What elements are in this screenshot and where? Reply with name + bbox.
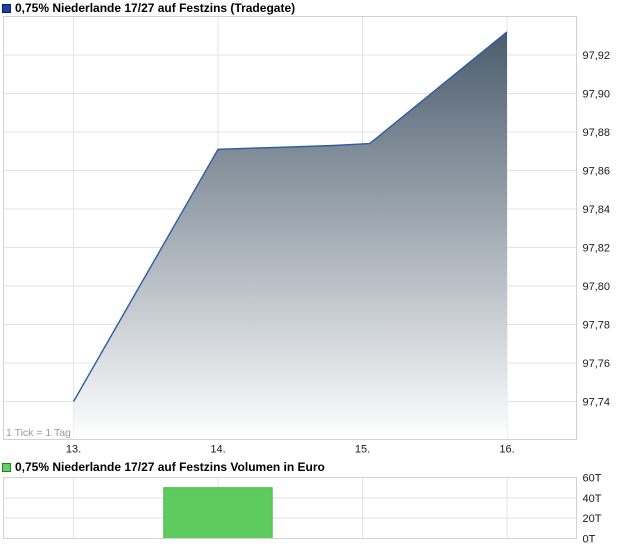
volume-ytick-label: 60T	[583, 473, 602, 485]
price-area-fill	[73, 31, 507, 440]
price-xtick-label: 16.	[499, 444, 514, 456]
price-chart-title-row: 0,75% Niederlande 17/27 auf Festzins (Tr…	[2, 1, 295, 15]
volume-plot-border	[3, 477, 577, 539]
price-ytick-label: 97,84	[583, 204, 611, 216]
price-xtick-label: 13.	[66, 444, 81, 456]
volume-ytick-label: 40T	[583, 493, 602, 505]
price-legend-swatch-icon	[2, 3, 11, 13]
volume-chart-title-row: 0,75% Niederlande 17/27 auf Festzins Vol…	[2, 460, 325, 474]
volume-legend-swatch-icon	[2, 462, 11, 472]
tick-note-label: 1 Tick = 1 Tag	[6, 427, 71, 439]
volume-chart-title: 0,75% Niederlande 17/27 auf Festzins Vol…	[15, 460, 325, 474]
volume-bar	[163, 487, 273, 540]
price-xtick-label: 15.	[355, 444, 370, 456]
price-ytick-label: 97,76	[583, 358, 611, 370]
price-ytick-label: 97,92	[583, 50, 611, 62]
price-ytick-label: 97,90	[583, 89, 611, 101]
price-plot-border	[3, 16, 577, 440]
volume-ytick-label: 0T	[583, 534, 596, 546]
price-ytick-label: 97,74	[583, 397, 611, 409]
price-ytick-label: 97,80	[583, 281, 611, 293]
price-ytick-label: 97,88	[583, 127, 611, 139]
price-ytick-label: 97,86	[583, 166, 611, 178]
volume-ytick-label: 20T	[583, 513, 602, 525]
price-ytick-label: 97,78	[583, 320, 611, 332]
price-ytick-label: 97,82	[583, 243, 611, 255]
price-xtick-label: 14.	[210, 444, 225, 456]
price-line	[72, 31, 508, 402]
price-chart-title: 0,75% Niederlande 17/27 auf Festzins (Tr…	[15, 1, 296, 15]
